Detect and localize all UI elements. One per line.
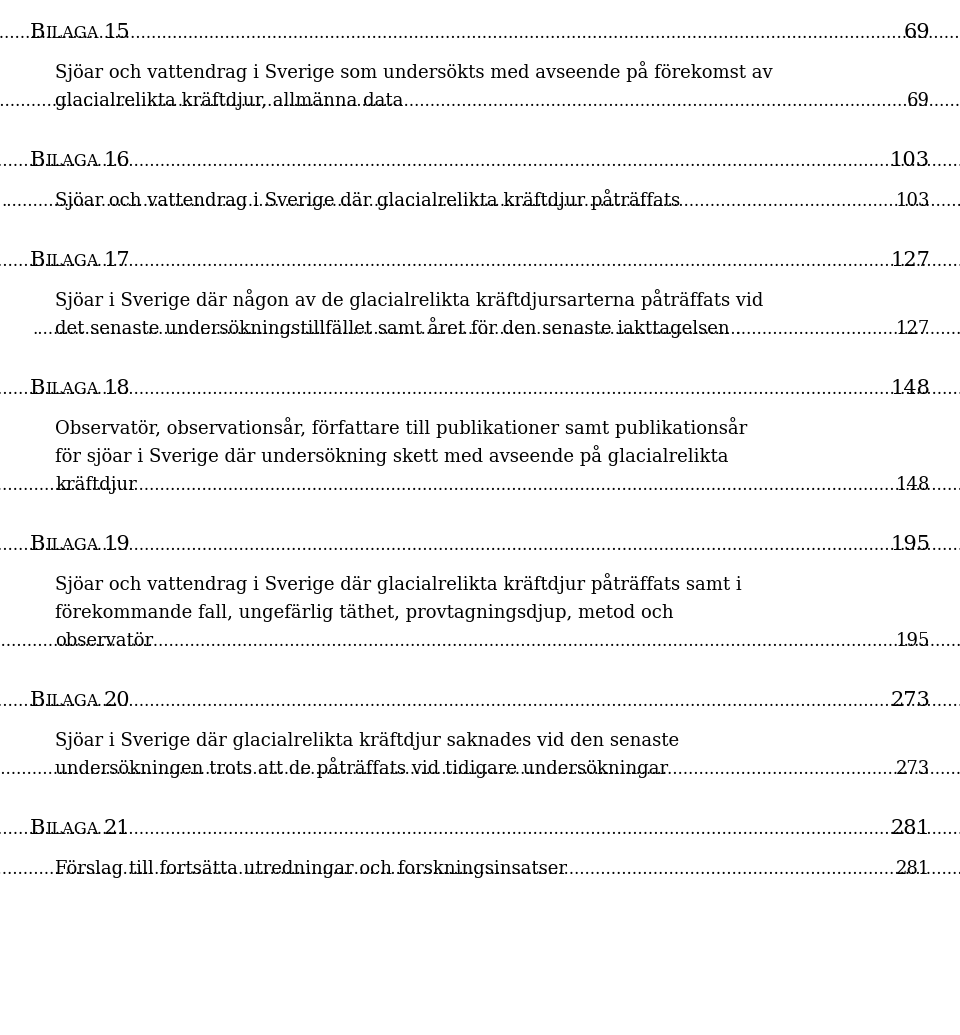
Text: för sjöar i Sverige där undersökning skett med avseende på glacialrelikta: för sjöar i Sverige där undersökning ske… (55, 445, 729, 466)
Text: Observatör, observationsår, författare till publikationer samt publikationsår: Observatör, observationsår, författare t… (55, 417, 747, 438)
Text: 19: 19 (104, 535, 131, 554)
Text: 281: 281 (896, 860, 930, 878)
Text: Sjöar och vattendrag i Sverige som undersökts med avseende på förekomst av: Sjöar och vattendrag i Sverige som under… (55, 61, 773, 82)
Text: observatör: observatör (55, 632, 154, 650)
Text: 273: 273 (896, 760, 930, 778)
Text: B: B (30, 819, 45, 838)
Text: 273: 273 (890, 691, 930, 710)
Text: 103: 103 (890, 151, 930, 170)
Text: Förslag till fortsätta utredningar och forskningsinsatser: Förslag till fortsätta utredningar och f… (55, 860, 567, 878)
Text: ................................................................................: ........................................… (0, 93, 960, 110)
Text: 17: 17 (104, 252, 130, 270)
Text: 21: 21 (104, 819, 130, 838)
Text: Sjöar och vattendrag i Sverige där glacialrelikta kräftdjur påträffats samt i: Sjöar och vattendrag i Sverige där glaci… (55, 573, 742, 594)
Text: 148: 148 (896, 476, 930, 494)
Text: ................................................................................: ........................................… (0, 381, 960, 398)
Text: undersökningen trots att de påträffats vid tidigare undersökningar: undersökningen trots att de påträffats v… (55, 757, 668, 778)
Text: B: B (30, 151, 45, 170)
Text: ILAGA: ILAGA (45, 693, 99, 710)
Text: B: B (30, 535, 45, 554)
Text: 148: 148 (890, 379, 930, 398)
Text: 69: 69 (907, 92, 930, 110)
Text: ................................................................................: ........................................… (0, 821, 960, 838)
Text: 20: 20 (104, 691, 130, 710)
Text: Sjöar i Sverige där glacialrelikta kräftdjur saknades vid den senaste: Sjöar i Sverige där glacialrelikta kräft… (55, 732, 679, 750)
Text: Sjöar i Sverige där någon av de glacialrelikta kräftdjursarterna påträffats vid: Sjöar i Sverige där någon av de glacialr… (55, 289, 763, 310)
Text: 281: 281 (890, 819, 930, 838)
Text: ................................................................................: ........................................… (0, 537, 960, 554)
Text: 16: 16 (104, 151, 130, 170)
Text: 127: 127 (890, 252, 930, 270)
Text: ................................................................................: ........................................… (0, 153, 960, 170)
Text: ILAGA: ILAGA (45, 253, 99, 270)
Text: det senaste undersökningstillfället samt året för den senaste iakttagelsen .: det senaste undersökningstillfället samt… (55, 317, 741, 338)
Text: 195: 195 (890, 535, 930, 554)
Text: B: B (30, 23, 45, 42)
Text: ILAGA: ILAGA (45, 381, 99, 398)
Text: ................................................................................: ........................................… (0, 25, 960, 42)
Text: glacialrelikta kräftdjur, allmänna data: glacialrelikta kräftdjur, allmänna data (55, 92, 403, 110)
Text: 127: 127 (896, 320, 930, 338)
Text: 195: 195 (896, 632, 930, 650)
Text: ................................................................................: ........................................… (0, 861, 960, 878)
Text: 103: 103 (896, 193, 930, 210)
Text: ILAGA: ILAGA (45, 821, 99, 838)
Text: ILAGA: ILAGA (45, 25, 99, 42)
Text: 69: 69 (903, 23, 930, 42)
Text: ILAGA: ILAGA (45, 537, 99, 554)
Text: ILAGA: ILAGA (45, 153, 99, 170)
Text: ................................................................................: ........................................… (1, 193, 960, 210)
Text: ................................................................................: ........................................… (0, 633, 960, 650)
Text: B: B (30, 252, 45, 270)
Text: ................................................................................: ........................................… (0, 693, 960, 710)
Text: Sjöar och vattendrag i Sverige där glacialrelikta kräftdjur påträffats: Sjöar och vattendrag i Sverige där glaci… (55, 189, 680, 210)
Text: 15: 15 (104, 23, 130, 42)
Text: ................................................................................: ........................................… (0, 477, 960, 494)
Text: B: B (30, 691, 45, 710)
Text: ................................................................................: ........................................… (32, 321, 960, 338)
Text: ................................................................................: ........................................… (0, 761, 960, 778)
Text: ................................................................................: ........................................… (0, 253, 960, 270)
Text: kräftdjur: kräftdjur (55, 476, 136, 494)
Text: B: B (30, 379, 45, 398)
Text: 18: 18 (104, 379, 130, 398)
Text: förekommande fall, ungefärlig täthet, provtagningsdjup, metod och: förekommande fall, ungefärlig täthet, pr… (55, 604, 674, 622)
